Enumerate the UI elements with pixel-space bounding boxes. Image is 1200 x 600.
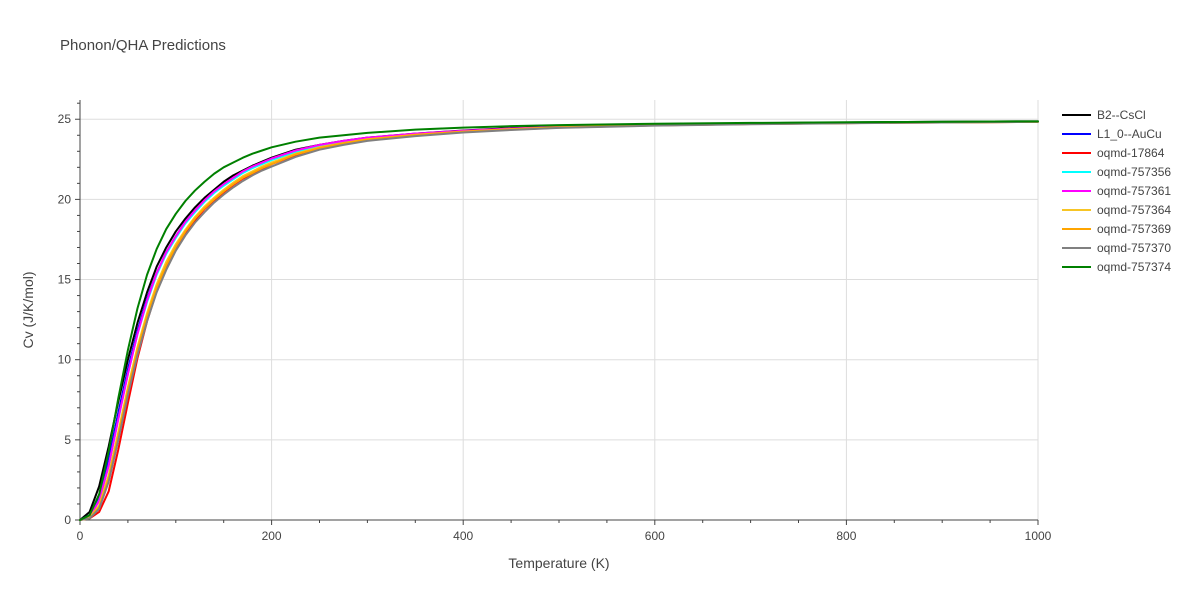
legend-label: oqmd-757356 [1097, 165, 1171, 179]
series-line-oqmd-757370 [79, 120, 1039, 521]
legend-item[interactable]: oqmd-757374 [1062, 260, 1171, 274]
x-axis-title: Temperature (K) [508, 555, 609, 571]
y-tick-label: 15 [58, 273, 72, 287]
axes: 0 200 400 600 800 1000 0 5 10 15 20 25 [58, 100, 1052, 543]
x-tick-label: 600 [645, 529, 665, 543]
y-tick-label: 5 [64, 433, 71, 447]
y-tick-label: 10 [58, 353, 72, 367]
x-tick-label: 800 [836, 529, 856, 543]
chart-title: Phonon/QHA Predictions [60, 37, 226, 54]
legend-item[interactable]: oqmd-17864 [1062, 146, 1165, 160]
legend-label: oqmd-17864 [1097, 146, 1165, 160]
legend-item[interactable]: oqmd-757361 [1062, 184, 1171, 198]
legend-label: L1_0--AuCu [1097, 127, 1162, 141]
x-tick-label: 400 [453, 529, 473, 543]
legend-label: oqmd-757361 [1097, 184, 1171, 198]
plot-area [79, 120, 1039, 521]
y-tick-label: 25 [58, 112, 72, 126]
legend: B2--CsCl L1_0--AuCu oqmd-17864 oqmd-757356 o… [1062, 108, 1171, 274]
x-tick-label: 1000 [1025, 529, 1052, 543]
legend-item[interactable]: oqmd-757369 [1062, 222, 1171, 236]
legend-item[interactable]: oqmd-757356 [1062, 165, 1171, 179]
legend-label: B2--CsCl [1097, 108, 1146, 122]
y-axis-title: Cv (J/K/mol) [20, 272, 36, 349]
legend-item[interactable]: B2--CsCl [1062, 108, 1146, 122]
legend-item[interactable]: oqmd-757370 [1062, 241, 1171, 255]
y-tick-label: 20 [58, 192, 72, 206]
legend-item[interactable]: L1_0--AuCu [1062, 127, 1162, 141]
legend-label: oqmd-757374 [1097, 260, 1171, 274]
series-line-oqmd-757374 [79, 120, 1039, 521]
legend-item[interactable]: oqmd-757364 [1062, 203, 1171, 217]
grid [80, 100, 1039, 520]
x-tick-label: 0 [77, 529, 84, 543]
legend-label: oqmd-757370 [1097, 241, 1171, 255]
legend-label: oqmd-757364 [1097, 203, 1171, 217]
legend-label: oqmd-757369 [1097, 222, 1171, 236]
x-tick-label: 200 [262, 529, 282, 543]
series-line-B2--CsCl [79, 120, 1039, 521]
y-tick-label: 0 [64, 513, 71, 527]
